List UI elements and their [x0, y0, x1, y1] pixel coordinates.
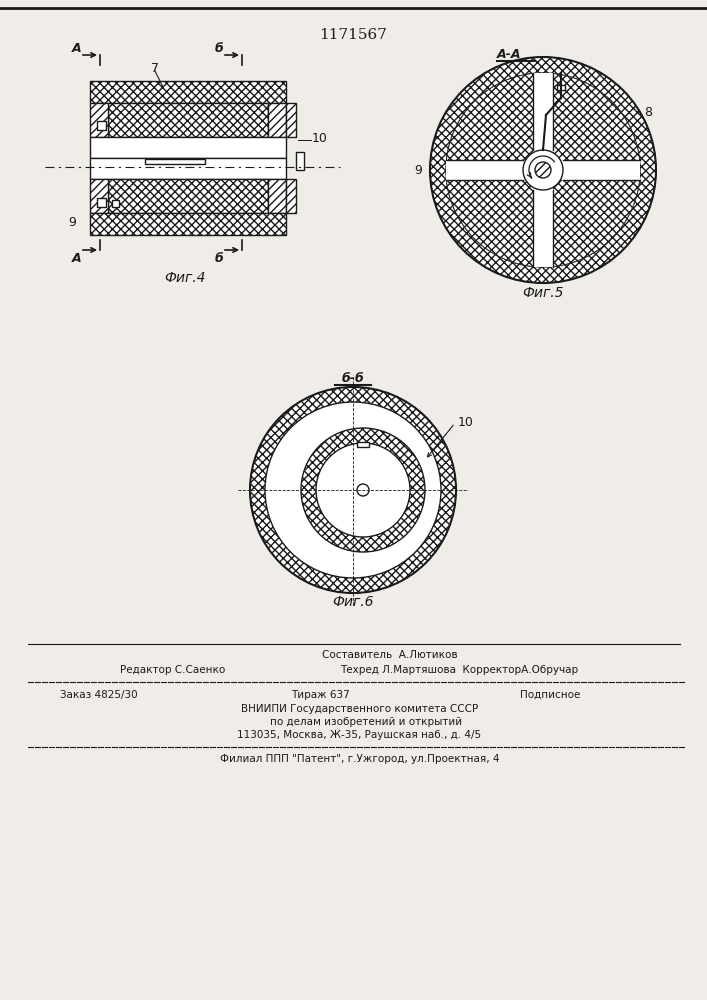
Circle shape	[265, 402, 441, 578]
Bar	[90, 158, 286, 179]
Circle shape	[523, 150, 563, 190]
Bar	[90, 213, 286, 235]
Text: по делам изобретений и открытий: по делам изобретений и открытий	[244, 717, 462, 727]
Bar	[533, 73, 553, 267]
Bar	[90, 137, 286, 158]
Text: 9: 9	[414, 163, 422, 176]
Text: Филиал ППП "Патент", г.Ужгород, ул.Проектная, 4: Филиал ППП "Патент", г.Ужгород, ул.Проек…	[206, 754, 499, 764]
Wedge shape	[446, 73, 542, 168]
Text: Фиг.4: Фиг.4	[164, 271, 206, 285]
Bar	[97, 121, 106, 130]
Text: А-А: А-А	[497, 47, 522, 60]
Text: 10: 10	[312, 131, 328, 144]
Bar	[145, 159, 205, 164]
Text: Подписное: Подписное	[520, 690, 580, 700]
Bar	[557, 85, 565, 90]
Bar	[90, 81, 286, 103]
Bar	[108, 179, 268, 213]
Text: Техред Л.Мартяшова  КорректорА.Обручар: Техред Л.Мартяшова КорректорА.Обручар	[340, 665, 578, 675]
Bar	[268, 103, 286, 137]
Text: б-б: б-б	[341, 371, 364, 384]
Bar	[286, 179, 296, 213]
Bar	[286, 103, 296, 137]
Bar	[446, 160, 640, 180]
Text: 7: 7	[151, 62, 159, 75]
Circle shape	[446, 73, 640, 267]
Text: А: А	[72, 251, 82, 264]
Text: 9: 9	[68, 216, 76, 229]
Bar	[108, 103, 268, 137]
Wedge shape	[544, 172, 640, 267]
Text: А: А	[72, 41, 82, 54]
Bar	[357, 442, 369, 447]
Text: Тираж 637: Тираж 637	[291, 690, 349, 700]
Text: Фиг.5: Фиг.5	[522, 286, 563, 300]
Text: Заказ 4825/30: Заказ 4825/30	[60, 690, 138, 700]
Text: 8: 8	[644, 105, 652, 118]
Circle shape	[357, 484, 369, 496]
Text: Редактор С.Саенко: Редактор С.Саенко	[120, 665, 226, 675]
Circle shape	[316, 443, 410, 537]
Text: б: б	[215, 251, 223, 264]
Text: 113035, Москва, Ж-35, Раушская наб., д. 4/5: 113035, Москва, Ж-35, Раушская наб., д. …	[224, 730, 481, 740]
Circle shape	[250, 387, 456, 593]
Text: Составитель  А.Лютиков: Составитель А.Лютиков	[322, 650, 458, 660]
Wedge shape	[446, 172, 542, 267]
Text: ВНИИПИ Государственного комитета СССР: ВНИИПИ Государственного комитета СССР	[228, 704, 478, 714]
Text: б: б	[215, 41, 223, 54]
Bar	[268, 179, 286, 213]
Bar	[90, 103, 108, 137]
Bar	[97, 198, 106, 207]
Text: 10: 10	[458, 416, 474, 430]
Text: 1171567: 1171567	[319, 28, 387, 42]
Wedge shape	[544, 73, 640, 168]
Circle shape	[430, 57, 656, 283]
Circle shape	[535, 162, 551, 178]
Bar	[296, 152, 304, 170]
Circle shape	[301, 428, 425, 552]
Text: Фиг.6: Фиг.6	[332, 595, 374, 609]
Bar	[112, 200, 119, 207]
Bar	[90, 179, 108, 213]
